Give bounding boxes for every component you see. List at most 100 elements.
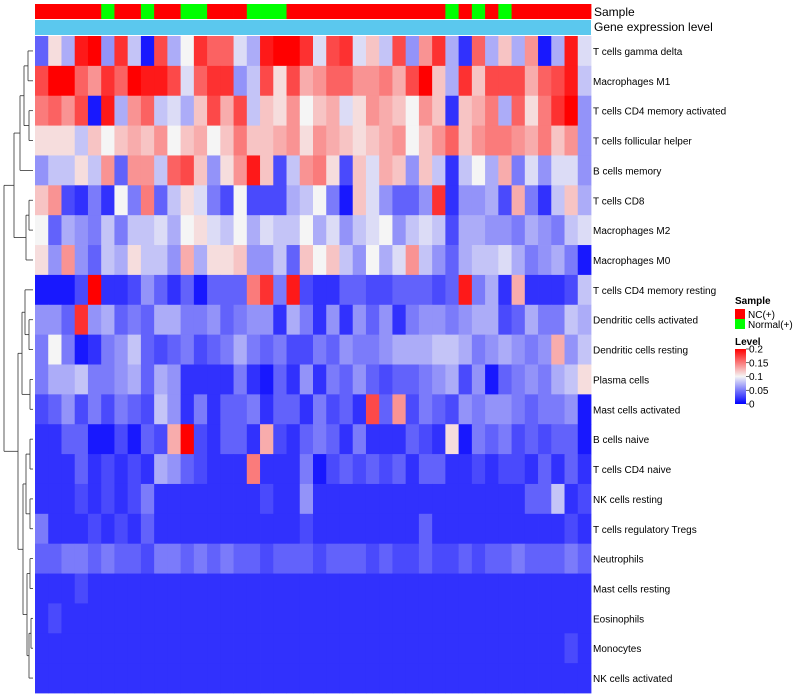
heatmap-cell: [87, 155, 102, 186]
sample-track-cell: [339, 4, 354, 19]
heatmap-cell: [352, 215, 367, 246]
heatmap-cell: [246, 543, 261, 574]
heatmap-cell: [35, 483, 49, 515]
heatmap-cell: [458, 603, 473, 634]
heatmap-cell: [61, 424, 76, 455]
row-label: T cells regulatory Tregs: [593, 525, 697, 536]
heatmap-cell: [233, 663, 248, 694]
heatmap-cell: [432, 543, 446, 574]
heatmap-cell: [405, 633, 420, 664]
heatmap-cell: [101, 155, 115, 186]
heatmap-cell: [207, 483, 221, 515]
heatmap-cell: [273, 454, 287, 485]
heatmap-cell: [564, 543, 579, 574]
heatmap-cell: [471, 36, 486, 67]
heatmap-cell: [273, 364, 287, 395]
sample-track-cell: [485, 4, 499, 19]
heatmap-cell: [233, 304, 248, 336]
heatmap-cell: [35, 95, 49, 126]
heatmap-cell: [564, 304, 579, 336]
heatmap-cell: [352, 125, 367, 156]
heatmap-cell: [246, 394, 261, 425]
heatmap-cell: [61, 304, 76, 336]
heatmap-cell: [140, 95, 155, 126]
heatmap-cell: [260, 364, 274, 395]
heatmap-cell: [87, 95, 102, 126]
heatmap-cell: [114, 573, 129, 604]
heatmap-cell: [246, 155, 261, 186]
heatmap-cell: [140, 304, 155, 336]
heatmap-cell: [498, 334, 512, 365]
heatmap-cell: [418, 663, 433, 694]
heatmap-cell: [432, 573, 446, 604]
heatmap-cell: [485, 364, 499, 395]
heatmap-cell: [392, 274, 407, 306]
heatmap-cell: [127, 125, 142, 156]
heatmap-cell: [167, 215, 182, 246]
sample-track-cell: [167, 4, 182, 19]
heatmap-cell: [418, 633, 433, 664]
heatmap-cell: [140, 245, 155, 276]
heatmap-cell: [167, 125, 182, 156]
heatmap-cell: [127, 513, 142, 545]
heatmap-cell: [193, 155, 208, 186]
heatmap-cell: [167, 304, 182, 336]
heatmap-cell: [87, 65, 102, 97]
heatmap-cell: [365, 663, 380, 694]
heatmap-cell: [511, 65, 526, 97]
heatmap-cell: [432, 65, 446, 97]
heatmap-cell: [193, 95, 208, 126]
heatmap-cell: [538, 364, 552, 395]
heatmap-cell: [220, 364, 234, 395]
heatmap-cell: [193, 245, 208, 276]
heatmap-cell: [577, 633, 592, 664]
heatmap-cell: [511, 513, 526, 545]
heatmap-cell: [551, 155, 565, 186]
heatmap-cell: [286, 334, 301, 365]
heatmap-cell: [471, 125, 486, 156]
sample-track-cell: [405, 4, 420, 19]
sample-track-cell: [313, 4, 327, 19]
heatmap-cell: [313, 663, 327, 694]
heatmap-cell: [339, 95, 354, 126]
heatmap-cell: [458, 633, 473, 664]
heatmap-cell: [207, 274, 221, 306]
heatmap-cell: [193, 215, 208, 246]
heatmap-cell: [101, 215, 115, 246]
heatmap-cell: [392, 245, 407, 276]
heatmap-cell: [74, 663, 89, 694]
heatmap-cell: [246, 454, 261, 485]
heatmap-cell: [207, 513, 221, 545]
heatmap-cell: [511, 573, 526, 604]
heatmap-cell: [405, 215, 420, 246]
heatmap-cell: [471, 364, 486, 395]
heatmap-cell: [313, 185, 327, 216]
heatmap-cell: [326, 125, 340, 156]
sample-track-cell: [61, 4, 76, 19]
heatmap-cell: [564, 185, 579, 216]
heatmap-cell: [498, 245, 512, 276]
heatmap-cell: [498, 573, 512, 604]
heatmap-cell: [61, 125, 76, 156]
heatmap-cell: [564, 95, 579, 126]
heatmap-cell: [365, 513, 380, 545]
heatmap-cell: [48, 603, 62, 634]
heatmap-cell: [114, 543, 129, 574]
heatmap-cell: [61, 334, 76, 365]
heatmap-cell: [538, 603, 552, 634]
heatmap-cell: [445, 633, 460, 664]
heatmap-cell: [273, 274, 287, 306]
heatmap-cell: [286, 65, 301, 97]
heatmap-cell: [538, 483, 552, 515]
heatmap-cell: [445, 364, 460, 395]
sample-track-cell: [471, 4, 486, 19]
heatmap-cell: [432, 364, 446, 395]
heatmap-cell: [35, 663, 49, 694]
row-label: T cells gamma delta: [593, 47, 683, 58]
row-label: Macrophages M2: [593, 226, 671, 237]
heatmap-cell: [74, 633, 89, 664]
heatmap-cell: [74, 36, 89, 67]
heatmap-cell: [458, 95, 473, 126]
heatmap-cell: [61, 36, 76, 67]
heatmap-cell: [246, 95, 261, 126]
